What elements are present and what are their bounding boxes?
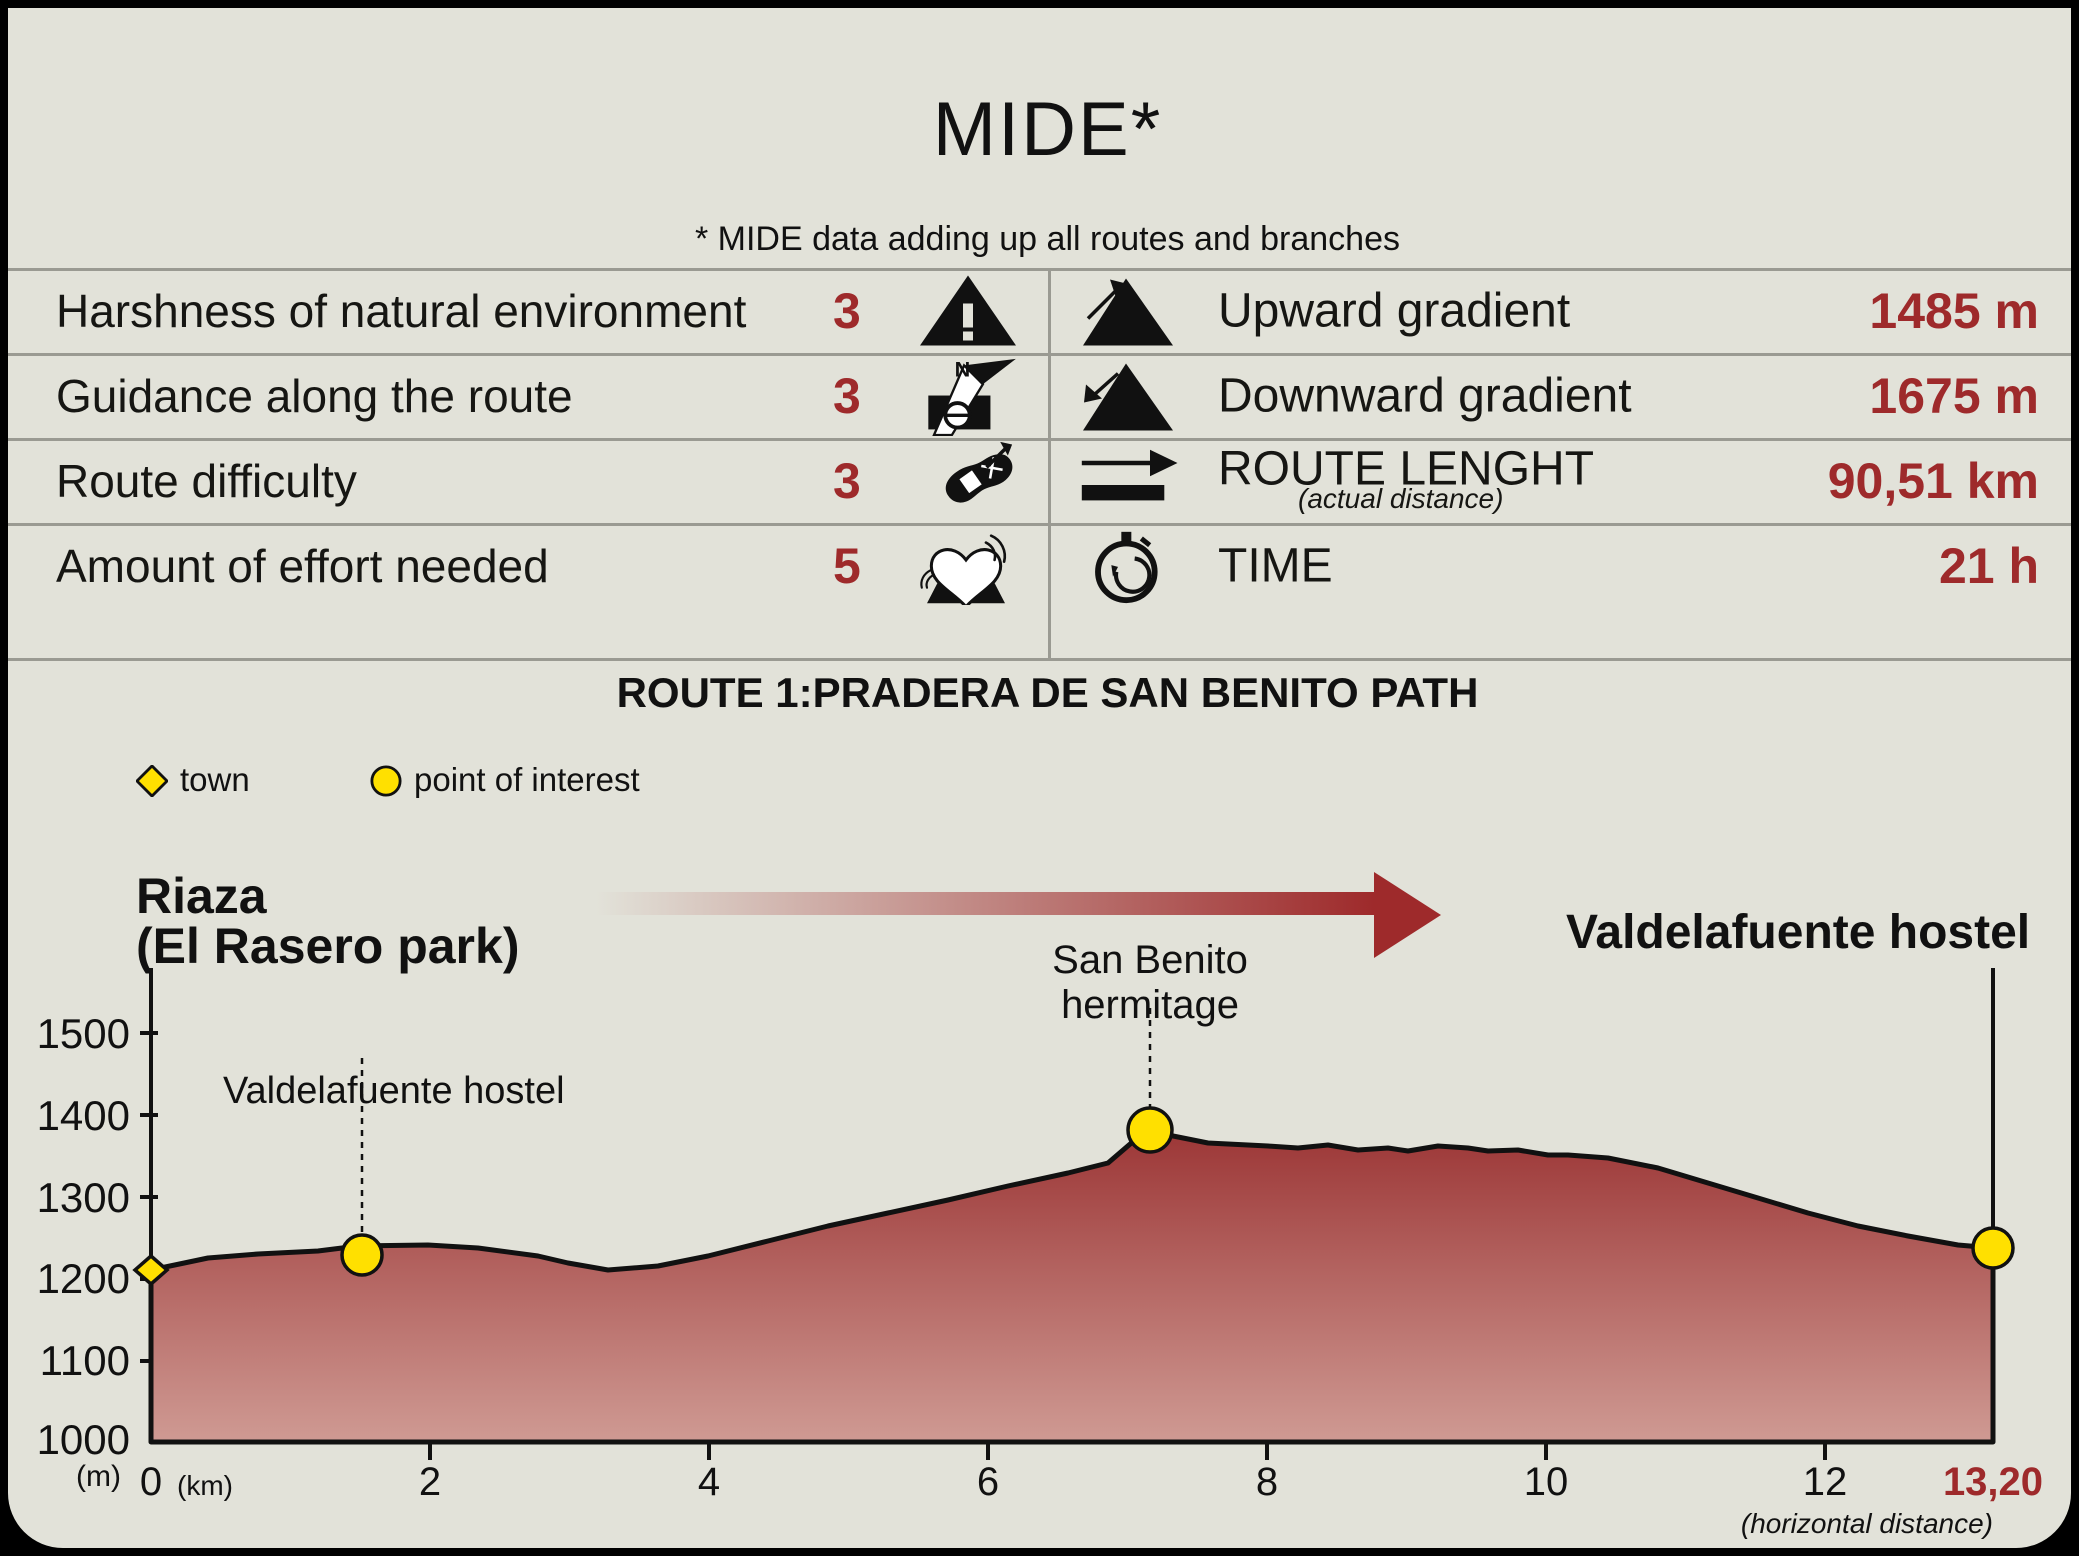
svg-text:1200: 1200 bbox=[37, 1255, 130, 1302]
svg-text:(km): (km) bbox=[177, 1470, 233, 1501]
svg-text:1500: 1500 bbox=[37, 1010, 130, 1057]
svg-text:Valdelafuente hostel: Valdelafuente hostel bbox=[223, 1070, 565, 1112]
svg-text:1300: 1300 bbox=[37, 1174, 130, 1221]
svg-text:1400: 1400 bbox=[37, 1092, 130, 1139]
svg-text:10: 10 bbox=[1524, 1460, 1569, 1504]
svg-text:2: 2 bbox=[419, 1460, 441, 1504]
svg-text:hermitage: hermitage bbox=[1061, 983, 1239, 1027]
svg-text:12: 12 bbox=[1803, 1460, 1848, 1504]
svg-text:San Benito: San Benito bbox=[1052, 938, 1248, 982]
svg-text:13,20: 13,20 bbox=[1943, 1460, 2043, 1504]
svg-text:Valdelafuente hostel: Valdelafuente hostel bbox=[1566, 906, 2030, 959]
svg-text:1000: 1000 bbox=[37, 1416, 130, 1463]
svg-text:(horizontal distance): (horizontal distance) bbox=[1741, 1508, 1993, 1539]
svg-text:6: 6 bbox=[977, 1460, 999, 1504]
svg-text:(El Rasero park): (El Rasero park) bbox=[136, 918, 519, 974]
svg-text:0: 0 bbox=[140, 1460, 162, 1504]
svg-text:1100: 1100 bbox=[40, 1337, 130, 1384]
svg-text:8: 8 bbox=[1256, 1460, 1278, 1504]
svg-text:4: 4 bbox=[698, 1460, 720, 1504]
svg-text:(m): (m) bbox=[76, 1460, 121, 1493]
svg-text:Riaza: Riaza bbox=[136, 868, 268, 924]
